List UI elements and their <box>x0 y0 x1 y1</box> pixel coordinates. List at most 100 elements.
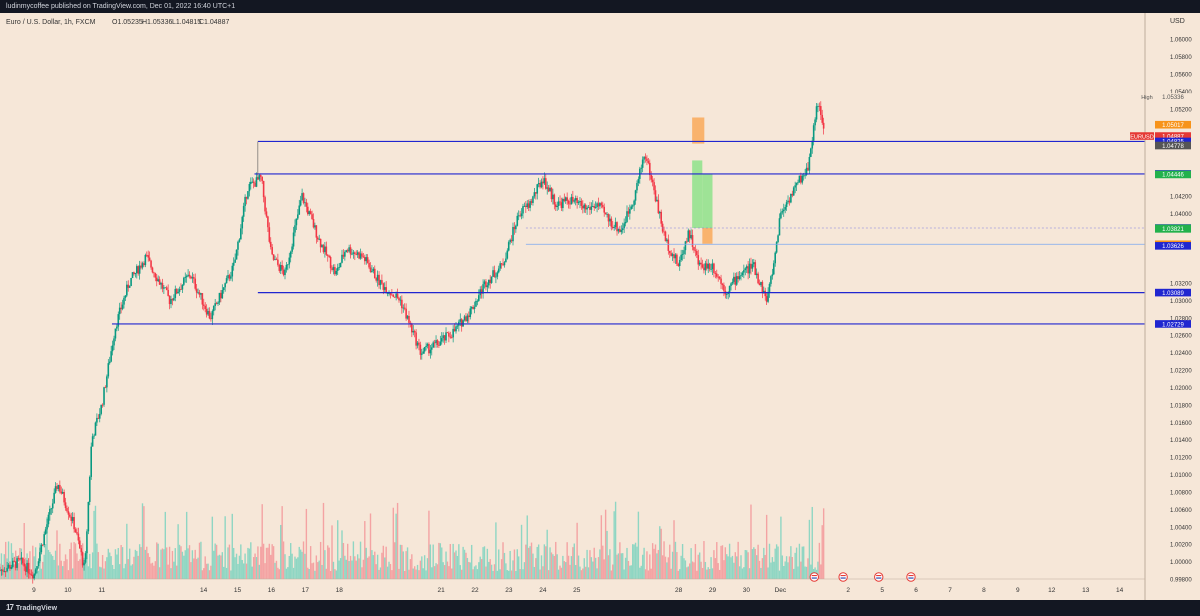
candle-body <box>202 304 205 306</box>
volume-bar <box>515 570 517 579</box>
x-axis[interactable]: 9 10 11 14 15 16 17 18 21 22 23 24 25 28 29 30 Dec 2 5 6 7 8 9… <box>0 578 1145 594</box>
price-tag-bg <box>1155 141 1191 150</box>
volume-bar <box>527 547 530 579</box>
volume-bar <box>465 552 467 579</box>
candle-body <box>623 223 625 229</box>
candle-body <box>791 193 794 196</box>
volume-bar <box>496 570 499 579</box>
y-tick-label: 1.01400 <box>1170 438 1192 444</box>
candle-body <box>533 192 536 197</box>
x-tick-label: 14 <box>1116 587 1124 594</box>
candle-body <box>438 344 440 346</box>
y-tick-label: 1.00000 <box>1170 560 1192 566</box>
volume-bar <box>530 542 533 579</box>
level-lines[interactable] <box>111 140 1145 325</box>
volume-bar <box>251 566 253 579</box>
volume-bar <box>138 544 141 579</box>
candle-body <box>419 344 422 355</box>
us-flag-event-icon[interactable] <box>906 572 916 582</box>
volume-bar <box>499 569 501 579</box>
candle-body <box>774 252 776 264</box>
y-tick-label: 1.05200 <box>1170 107 1192 113</box>
volume-bar <box>500 559 503 579</box>
price-tag-text: 1.04778 <box>1162 144 1184 150</box>
volume-bar <box>394 542 396 579</box>
volume-bar <box>808 519 811 579</box>
candle-body <box>342 254 345 257</box>
volume-bar <box>63 561 65 579</box>
y-axis[interactable]: 1.06000 1.05800 1.05600 1.05400 1.05200 1.042… <box>1170 38 1192 584</box>
volume-bar <box>47 549 50 579</box>
candle-body <box>164 287 167 289</box>
candle-body <box>175 288 178 294</box>
chart-area[interactable]: Euro / U.S. Dollar, 1h, FXCM O1.05235 H1… <box>0 13 1200 600</box>
candle-body <box>520 213 523 217</box>
candle-body <box>304 202 306 204</box>
price-tag-bg <box>1155 170 1191 179</box>
candle-body <box>254 182 256 187</box>
candle-body <box>775 242 778 253</box>
volume-bar <box>586 549 588 579</box>
candle-body <box>181 284 184 290</box>
volume-bar <box>529 546 531 579</box>
candle-body <box>0 569 3 571</box>
price-chart[interactable]: Euro / U.S. Dollar, 1h, FXCM O1.05235 H1… <box>0 13 1200 600</box>
volume-bar <box>787 562 789 579</box>
candle-body <box>788 200 791 203</box>
us-flag-event-icon[interactable] <box>874 572 884 582</box>
us-flag-event-icon[interactable] <box>838 572 848 582</box>
ohlc-low: L1.04815 <box>172 19 201 26</box>
volume-bar <box>230 570 232 579</box>
us-flag-event-icon[interactable] <box>809 572 819 582</box>
candle-body <box>670 253 672 256</box>
candle-body <box>200 293 202 295</box>
candle-body <box>26 562 28 572</box>
volume-bar <box>459 565 461 579</box>
candle-body <box>123 297 125 305</box>
candle-body <box>385 287 387 294</box>
volume-bar <box>74 543 77 579</box>
candle-body <box>743 270 745 273</box>
volume-bar <box>321 564 323 579</box>
volume-bar <box>599 549 601 579</box>
candle-body <box>143 263 145 266</box>
economic-events[interactable] <box>809 572 916 582</box>
volume-bar <box>213 550 215 579</box>
candle-body <box>307 206 309 215</box>
volume-bar <box>508 570 510 579</box>
volume-bar <box>696 570 698 579</box>
price-tag-bg <box>1155 242 1191 250</box>
volume-bar <box>622 553 624 579</box>
volume-bar <box>679 569 681 579</box>
candle-body <box>818 105 821 107</box>
candle-body <box>627 211 630 214</box>
volume-bar <box>431 567 433 579</box>
candle-body <box>674 254 677 259</box>
tradingview-logo[interactable]: 17 TradingView <box>6 600 57 616</box>
candle-body <box>790 193 792 203</box>
candle-body <box>127 284 130 288</box>
volume-bar <box>362 559 365 579</box>
candle-body <box>361 253 363 257</box>
volume-bar <box>647 570 650 579</box>
candle-body <box>676 254 678 264</box>
candle-body <box>753 262 755 265</box>
volume-bar <box>612 564 614 579</box>
volume-bar <box>225 567 228 579</box>
volume-bar <box>124 563 127 579</box>
flag-stripe <box>840 575 846 577</box>
candle-body <box>265 211 268 217</box>
candle-body <box>768 283 771 292</box>
volume-bar <box>317 562 319 579</box>
candle-body <box>485 281 487 288</box>
candle-body <box>107 363 110 377</box>
volume-bar <box>553 555 556 579</box>
candle-body <box>96 417 98 423</box>
candle-body <box>369 267 372 272</box>
position-tool[interactable] <box>692 117 713 244</box>
volume-bar <box>314 570 316 579</box>
volume-bar <box>654 544 657 579</box>
candle-body <box>339 262 342 268</box>
volume-bar <box>382 545 385 579</box>
volume-bar <box>426 558 429 579</box>
